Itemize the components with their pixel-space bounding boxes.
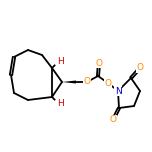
Polygon shape bbox=[62, 81, 76, 83]
Text: H: H bbox=[57, 57, 63, 66]
Text: O: O bbox=[95, 59, 102, 67]
Text: O: O bbox=[105, 78, 112, 88]
Text: H: H bbox=[57, 100, 63, 109]
Text: O: O bbox=[83, 78, 90, 86]
Text: N: N bbox=[115, 86, 121, 95]
Text: O: O bbox=[136, 64, 143, 73]
Text: O: O bbox=[109, 116, 116, 124]
